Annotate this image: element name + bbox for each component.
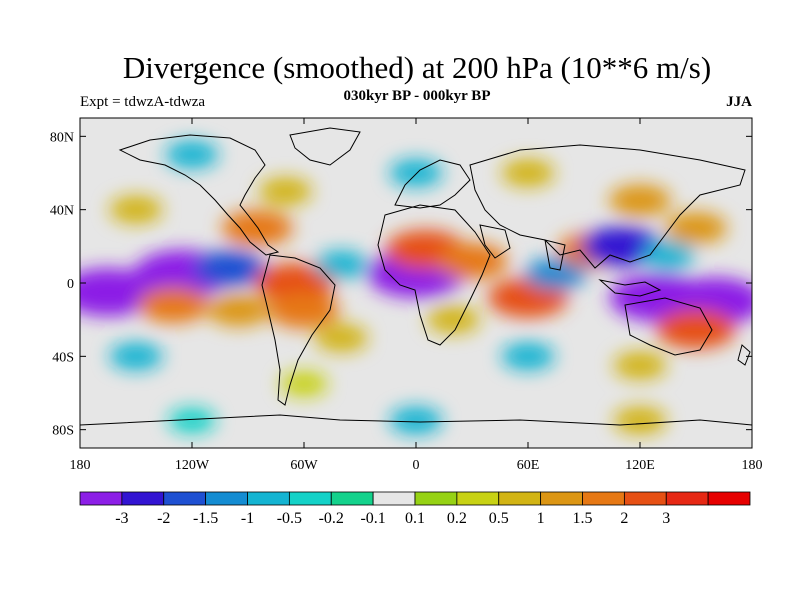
season-label: JJA xyxy=(726,94,752,110)
field-blob xyxy=(656,308,736,349)
field-blob xyxy=(389,159,443,187)
colorbar-swatch xyxy=(288,491,332,506)
field-blob xyxy=(254,263,335,303)
field-blob xyxy=(207,294,270,327)
field-blob xyxy=(165,140,219,169)
colorbar-label: -1.5 xyxy=(193,510,218,527)
lon-tick-label: 0 xyxy=(413,458,420,473)
field-blob xyxy=(268,292,340,329)
colorbar-label: 0.2 xyxy=(447,510,467,527)
colorbar-label: 1.5 xyxy=(573,510,593,527)
colorbar-label: -1 xyxy=(241,510,254,527)
chart-title: Divergence (smoothed) at 200 hPa (10**6 … xyxy=(122,50,712,85)
field-blob xyxy=(221,210,293,246)
field-blob xyxy=(109,195,163,224)
colorbar-label: 0.5 xyxy=(489,510,509,527)
colorbar-swatch xyxy=(163,491,207,506)
lon-tick-label: 60E xyxy=(517,458,540,473)
field-blob xyxy=(613,406,667,435)
lat-tick-label: 80N xyxy=(50,130,74,145)
field-blob xyxy=(581,226,662,267)
lat-tick-label: 0 xyxy=(67,277,74,292)
field-blob xyxy=(665,212,727,244)
colorbar-label: 3 xyxy=(662,510,670,527)
lat-tick-label: 40S xyxy=(52,350,74,365)
colorbar: -3 -2 -1.5 -1 -0.5 -0.2 -0.1 0.1 0.2 0.5 1 1.5 2 3 xyxy=(79,491,751,527)
colorbar-swatch xyxy=(247,491,290,506)
colorbar-swatch xyxy=(121,491,165,506)
longitude-axis: 180 120W 60W 0 60E 120E 180 xyxy=(70,118,763,473)
lon-tick-label: 180 xyxy=(742,458,763,473)
lon-tick-label: 60W xyxy=(290,458,318,473)
field-blob xyxy=(389,406,443,435)
colorbar-swatch xyxy=(372,491,416,506)
field-blob xyxy=(109,342,163,371)
colorbar-label: -0.5 xyxy=(277,510,302,527)
field-blob xyxy=(168,407,216,434)
colorbar-label: -0.2 xyxy=(319,510,344,527)
colorbar-swatch xyxy=(582,491,625,506)
colorbar-label: 1 xyxy=(537,510,545,527)
colorbar-swatch xyxy=(330,491,374,506)
colorbar-swatch xyxy=(79,491,123,506)
colorbar-swatch xyxy=(665,491,709,506)
field-blob xyxy=(426,305,480,334)
lon-tick-label: 180 xyxy=(70,458,91,473)
chart-subtitle: 030kyr BP - 000kyr BP xyxy=(343,88,491,104)
divergence-field xyxy=(80,140,752,435)
field-blob xyxy=(613,351,667,380)
field-blob xyxy=(436,243,508,279)
colorbar-label: 0.1 xyxy=(405,510,425,527)
colorbar-label: 2 xyxy=(620,510,628,527)
field-blob xyxy=(609,184,671,217)
colorbar-swatch xyxy=(498,491,542,506)
field-blob xyxy=(501,342,555,371)
colorbar-label: -0.1 xyxy=(360,510,385,527)
colorbar-swatch xyxy=(205,491,248,506)
field-blob xyxy=(314,324,368,352)
map-plot-area xyxy=(80,118,752,448)
colorbar-label: -3 xyxy=(115,510,128,527)
lat-tick-label: 40N xyxy=(50,204,74,219)
coastlines xyxy=(80,127,752,426)
field-blob xyxy=(280,371,328,397)
field-blob xyxy=(314,250,368,279)
latitude-axis: 80N 40N 0 40S 80S xyxy=(50,130,752,439)
colorbar-swatch xyxy=(456,491,500,506)
field-blob xyxy=(258,177,312,206)
lon-tick-label: 120E xyxy=(625,458,655,473)
colorbar-label: -2 xyxy=(157,510,170,527)
experiment-label: Expt = tdwzA-tdwza xyxy=(80,94,206,110)
colorbar-swatch xyxy=(707,491,751,506)
field-blob xyxy=(525,257,587,290)
lat-tick-label: 80S xyxy=(52,424,74,439)
colorbar-swatch xyxy=(623,491,667,506)
lon-tick-label: 120W xyxy=(175,458,210,473)
field-blob xyxy=(193,250,265,287)
field-blob xyxy=(501,159,555,187)
colorbar-swatch xyxy=(540,491,583,506)
colorbar-swatch xyxy=(414,491,458,506)
field-blob xyxy=(137,287,209,323)
